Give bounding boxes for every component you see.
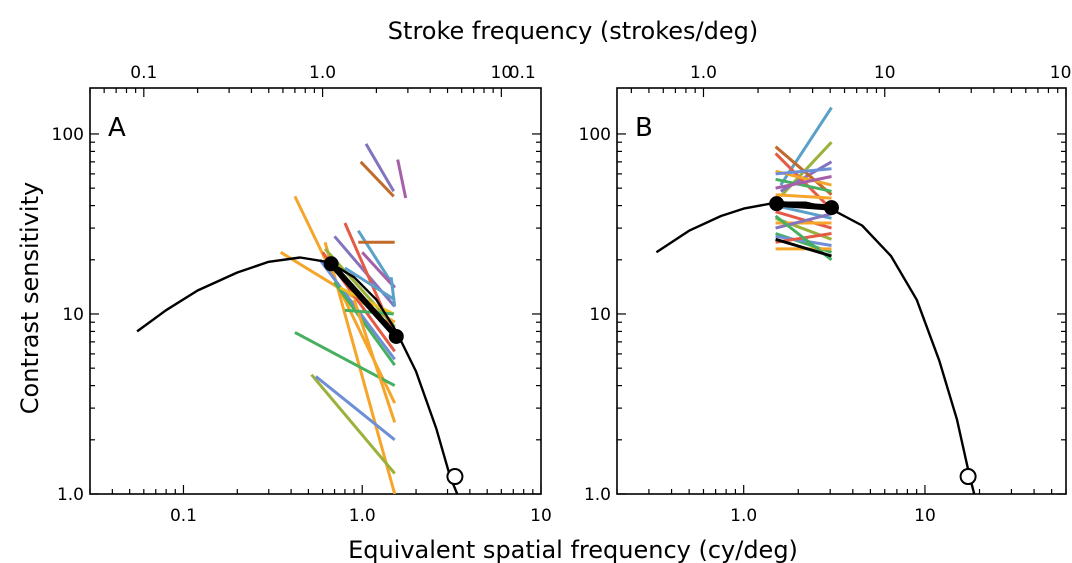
- x-tick-label: 10: [530, 506, 552, 526]
- panel-label: A: [108, 113, 126, 143]
- x-tick-label: 0.1: [170, 506, 197, 526]
- top-x-tick-label: 10: [874, 63, 896, 83]
- plot-frame: [616, 87, 1067, 495]
- filled-point: [769, 196, 785, 212]
- observer-line: [775, 175, 832, 190]
- observer-line: [344, 266, 396, 301]
- x-tick-label: 10: [914, 506, 936, 526]
- model-segment: [328, 260, 400, 340]
- observer-line: [775, 234, 832, 247]
- y-tick-label: 1.0: [57, 485, 84, 505]
- observer-line: [333, 281, 396, 366]
- observer-line: [314, 375, 396, 441]
- top-x-tick-label: 1.0: [309, 63, 336, 83]
- y-tick-label: 1.0: [584, 485, 611, 505]
- observer-line: [396, 159, 408, 199]
- observer-line: [357, 229, 396, 289]
- csf-curve: [655, 201, 976, 494]
- observer-line: [775, 193, 832, 200]
- bottom-axis-title: Equivalent spatial frequency (cy/deg): [348, 536, 798, 563]
- observer-line: [775, 167, 832, 176]
- observer-line: [775, 237, 832, 258]
- plot-frame: [89, 87, 542, 495]
- csf-curve: [136, 256, 459, 494]
- top-x-tick-label: 0.1: [509, 63, 536, 83]
- observer-line: [389, 277, 397, 307]
- observer-line: [775, 212, 832, 230]
- top-x-tick-label: 1.0: [690, 63, 717, 83]
- y-tick-label: 10: [62, 305, 84, 325]
- observer-line: [364, 143, 395, 193]
- plot-area: [655, 106, 976, 494]
- observer-line: [359, 160, 395, 198]
- top-axis-title: Stroke frequency (strokes/deg): [388, 17, 758, 45]
- y-tick-label: 10: [589, 305, 611, 325]
- filled-point: [323, 256, 339, 272]
- observer-line: [352, 299, 397, 423]
- open-point: [959, 468, 977, 486]
- top-x-tick-label: 100: [1050, 63, 1072, 83]
- open-point: [446, 468, 464, 486]
- filled-point: [388, 328, 404, 344]
- y-axis-title: Contrast sensitivity: [16, 182, 44, 414]
- y-tick-label: 100: [52, 125, 84, 145]
- observer-line: [361, 251, 396, 289]
- observer-line: [310, 373, 396, 475]
- top-x-tick-label: 0.1: [130, 63, 157, 83]
- filled-point: [823, 200, 839, 216]
- panel-b: 1.0 10 100 1.0 10 0.1 1.0 10 100 B: [509, 63, 1072, 526]
- observer-line: [775, 177, 832, 193]
- y-tick-label: 100: [579, 125, 611, 145]
- model-segment: [773, 200, 835, 211]
- panel-label: B: [635, 113, 653, 143]
- x-tick-label: 1.0: [730, 506, 757, 526]
- plot-area: [136, 143, 459, 494]
- top-x-tick-label: 10: [491, 63, 513, 83]
- x-tick-label: 1.0: [349, 506, 376, 526]
